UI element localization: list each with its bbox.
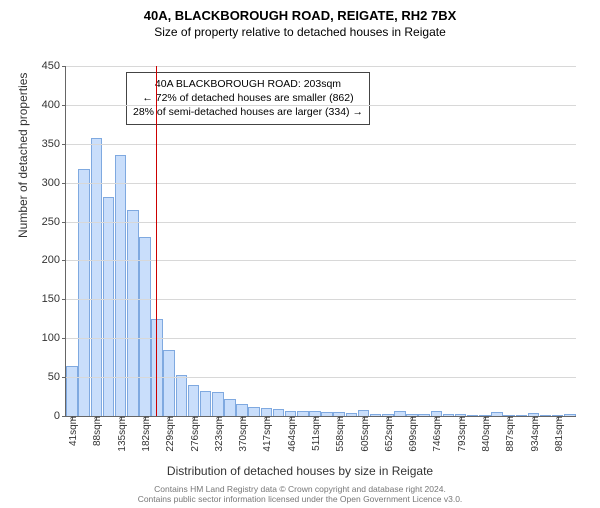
xtick-label: 229sqm	[165, 416, 176, 452]
xtick-label: 793sqm	[457, 416, 468, 452]
footer: Contains HM Land Registry data © Crown c…	[0, 484, 600, 505]
xtick-label: 934sqm	[530, 416, 541, 452]
xtick-label: 323sqm	[214, 416, 225, 452]
ytick-label: 300	[42, 177, 60, 189]
bar	[467, 415, 479, 416]
bar	[66, 366, 78, 416]
bar	[212, 392, 224, 416]
bar	[103, 197, 115, 416]
gridline	[66, 183, 576, 184]
bar	[443, 414, 455, 416]
bar	[418, 414, 430, 416]
xtick-label: 558sqm	[335, 416, 346, 452]
bar	[188, 385, 200, 416]
gridline	[66, 260, 576, 261]
ytick-label: 200	[42, 254, 60, 266]
ytick-mark	[62, 105, 66, 106]
gridline	[66, 299, 576, 300]
bar	[78, 169, 90, 416]
bar	[91, 138, 103, 416]
footer-line-1: Contains HM Land Registry data © Crown c…	[0, 484, 600, 495]
marker-info-box: 40A BLACKBOROUGH ROAD: 203sqm ← 72% of d…	[126, 72, 370, 125]
bar	[176, 375, 188, 416]
bar	[370, 414, 382, 416]
bar	[297, 411, 309, 416]
xtick-label: 699sqm	[408, 416, 419, 452]
ytick-mark	[62, 183, 66, 184]
marker-line	[156, 66, 157, 416]
ytick-label: 150	[42, 293, 60, 305]
ytick-label: 0	[54, 410, 60, 422]
xtick-label: 135sqm	[117, 416, 128, 452]
xtick-label: 605sqm	[360, 416, 371, 452]
xtick-label: 464sqm	[287, 416, 298, 452]
xtick-label: 276sqm	[190, 416, 201, 452]
ytick-label: 100	[42, 332, 60, 344]
xtick-label: 511sqm	[311, 416, 322, 451]
xtick-label: 182sqm	[141, 416, 152, 452]
bar	[564, 414, 576, 416]
ytick-label: 350	[42, 138, 60, 150]
gridline	[66, 377, 576, 378]
ytick-mark	[62, 299, 66, 300]
bar	[200, 391, 212, 416]
xtick-label: 840sqm	[481, 416, 492, 452]
y-axis-label: Number of detached properties	[16, 73, 30, 238]
bar	[346, 413, 358, 416]
ytick-label: 400	[42, 99, 60, 111]
ytick-label: 250	[42, 216, 60, 228]
bar	[163, 350, 175, 416]
xtick-label: 887sqm	[505, 416, 516, 452]
ytick-mark	[62, 377, 66, 378]
bar	[394, 411, 406, 416]
xtick-label: 746sqm	[432, 416, 443, 452]
info-line-2: ← 72% of detached houses are smaller (86…	[133, 91, 363, 105]
bar	[273, 409, 285, 416]
ytick-mark	[62, 222, 66, 223]
ytick-label: 450	[42, 60, 60, 72]
bar	[236, 404, 248, 416]
x-axis-label: Distribution of detached houses by size …	[0, 464, 600, 478]
ytick-mark	[62, 144, 66, 145]
bar	[321, 412, 333, 416]
bar	[248, 407, 260, 416]
bar	[127, 210, 139, 416]
info-line-1: 40A BLACKBOROUGH ROAD: 203sqm	[133, 77, 363, 91]
page-subtitle: Size of property relative to detached ho…	[0, 25, 600, 39]
bar	[516, 415, 528, 416]
gridline	[66, 222, 576, 223]
gridline	[66, 105, 576, 106]
page-title: 40A, BLACKBOROUGH ROAD, REIGATE, RH2 7BX	[0, 8, 600, 23]
ytick-label: 50	[48, 371, 60, 383]
ytick-mark	[62, 260, 66, 261]
xtick-label: 370sqm	[238, 416, 249, 452]
gridline	[66, 66, 576, 67]
histogram-chart: 40A BLACKBOROUGH ROAD: 203sqm ← 72% of d…	[65, 66, 576, 417]
bar	[491, 412, 503, 416]
bar	[139, 237, 151, 416]
bar	[261, 408, 273, 416]
ytick-mark	[62, 338, 66, 339]
bar	[224, 399, 236, 416]
xtick-label: 981sqm	[554, 416, 565, 452]
xtick-label: 41sqm	[68, 416, 79, 446]
xtick-label: 652sqm	[384, 416, 395, 452]
ytick-mark	[62, 416, 66, 417]
bar	[151, 319, 163, 416]
xtick-label: 88sqm	[92, 416, 103, 446]
xtick-label: 417sqm	[262, 416, 273, 452]
gridline	[66, 144, 576, 145]
bar	[540, 415, 552, 416]
ytick-mark	[62, 66, 66, 67]
gridline	[66, 338, 576, 339]
info-line-3: 28% of semi-detached houses are larger (…	[133, 105, 363, 119]
